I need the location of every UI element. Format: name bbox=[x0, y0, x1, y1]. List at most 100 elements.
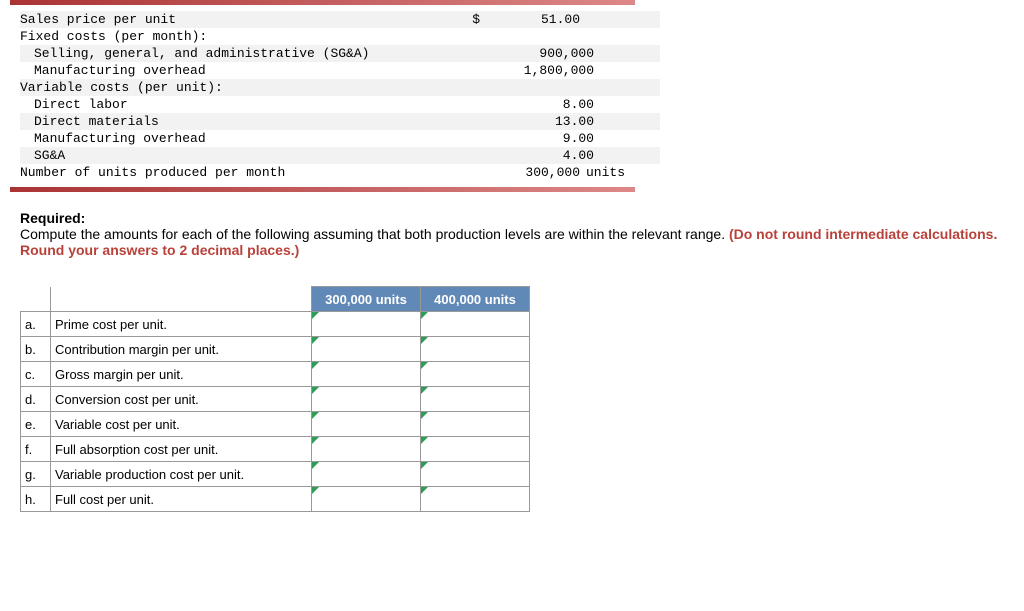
currency-symbol bbox=[474, 45, 494, 62]
currency-symbol bbox=[460, 28, 480, 45]
editable-flag-icon bbox=[312, 387, 319, 394]
answer-input-cell[interactable] bbox=[312, 362, 421, 387]
editable-flag-icon bbox=[421, 362, 428, 369]
data-row-suffix bbox=[580, 79, 646, 96]
data-row-value bbox=[480, 79, 580, 96]
row-label: Variable production cost per unit. bbox=[51, 462, 312, 487]
row-index: b. bbox=[21, 337, 51, 362]
editable-flag-icon bbox=[312, 362, 319, 369]
data-row-label: Manufacturing overhead bbox=[20, 62, 474, 79]
answer-input-cell[interactable] bbox=[421, 412, 530, 437]
answer-input-cell[interactable] bbox=[312, 487, 421, 512]
row-index: g. bbox=[21, 462, 51, 487]
data-row-suffix bbox=[594, 96, 660, 113]
editable-flag-icon bbox=[312, 312, 319, 319]
answer-input-cell[interactable] bbox=[421, 462, 530, 487]
currency-symbol bbox=[474, 62, 494, 79]
row-index: d. bbox=[21, 387, 51, 412]
data-row: Manufacturing overhead 1,800,000 bbox=[20, 62, 660, 79]
currency-symbol bbox=[474, 113, 494, 130]
data-row: Sales price per unit$51.00 bbox=[20, 11, 660, 28]
row-label: Variable cost per unit. bbox=[51, 412, 312, 437]
answer-header-blank bbox=[21, 287, 51, 312]
data-row-suffix bbox=[594, 147, 660, 164]
table-row: a.Prime cost per unit. bbox=[21, 312, 530, 337]
table-row: d.Conversion cost per unit. bbox=[21, 387, 530, 412]
data-row-value: 1,800,000 bbox=[494, 62, 594, 79]
data-row-suffix bbox=[594, 130, 660, 147]
answer-input-cell[interactable] bbox=[312, 337, 421, 362]
data-row-value: 4.00 bbox=[494, 147, 594, 164]
answer-header-300k: 300,000 units bbox=[312, 287, 421, 312]
data-row-value: 51.00 bbox=[480, 11, 580, 28]
row-index: f. bbox=[21, 437, 51, 462]
answer-table: 300,000 units 400,000 units a.Prime cost… bbox=[20, 286, 530, 512]
data-row-label: SG&A bbox=[20, 147, 474, 164]
answer-input-cell[interactable] bbox=[312, 387, 421, 412]
currency-symbol: $ bbox=[460, 11, 480, 28]
editable-flag-icon bbox=[312, 337, 319, 344]
editable-flag-icon bbox=[312, 437, 319, 444]
table-row: g.Variable production cost per unit. bbox=[21, 462, 530, 487]
row-label: Prime cost per unit. bbox=[51, 312, 312, 337]
answer-input-cell[interactable] bbox=[421, 362, 530, 387]
answer-header-400k: 400,000 units bbox=[421, 287, 530, 312]
data-row-value: 8.00 bbox=[494, 96, 594, 113]
data-row-suffix bbox=[580, 28, 646, 45]
answer-input-cell[interactable] bbox=[421, 437, 530, 462]
section-divider-top bbox=[10, 0, 635, 5]
table-row: h.Full cost per unit. bbox=[21, 487, 530, 512]
data-row: Selling, general, and administrative (SG… bbox=[20, 45, 660, 62]
row-label: Conversion cost per unit. bbox=[51, 387, 312, 412]
data-row-suffix bbox=[594, 113, 660, 130]
table-row: b.Contribution margin per unit. bbox=[21, 337, 530, 362]
currency-symbol bbox=[460, 79, 480, 96]
data-row-label: Selling, general, and administrative (SG… bbox=[20, 45, 474, 62]
required-instructions: Required: Compute the amounts for each o… bbox=[0, 210, 1024, 258]
data-row: Variable costs (per unit): bbox=[20, 79, 660, 96]
data-row-value: 300,000 bbox=[480, 164, 580, 181]
page-container: Sales price per unit$51.00Fixed costs (p… bbox=[0, 0, 1024, 512]
editable-flag-icon bbox=[312, 412, 319, 419]
data-row: SG&A 4.00 bbox=[20, 147, 660, 164]
required-text-main: Compute the amounts for each of the foll… bbox=[20, 226, 729, 242]
data-row-label: Direct labor bbox=[20, 96, 474, 113]
data-row-suffix: units bbox=[580, 164, 646, 181]
data-row: Fixed costs (per month): bbox=[20, 28, 660, 45]
answer-input-cell[interactable] bbox=[312, 412, 421, 437]
currency-symbol bbox=[460, 164, 480, 181]
data-row-label: Fixed costs (per month): bbox=[20, 28, 460, 45]
table-row: e.Variable cost per unit. bbox=[21, 412, 530, 437]
table-row: f.Full absorption cost per unit. bbox=[21, 437, 530, 462]
data-row-suffix bbox=[580, 11, 646, 28]
data-row-value bbox=[480, 28, 580, 45]
data-row-label: Manufacturing overhead bbox=[20, 130, 474, 147]
row-index: a. bbox=[21, 312, 51, 337]
answer-input-cell[interactable] bbox=[421, 312, 530, 337]
editable-flag-icon bbox=[421, 387, 428, 394]
answer-input-cell[interactable] bbox=[421, 337, 530, 362]
editable-flag-icon bbox=[421, 312, 428, 319]
data-row-suffix bbox=[594, 62, 660, 79]
data-row-value: 13.00 bbox=[494, 113, 594, 130]
data-row: Manufacturing overhead9.00 bbox=[20, 130, 660, 147]
answer-input-cell[interactable] bbox=[421, 387, 530, 412]
required-heading: Required: bbox=[20, 210, 85, 226]
answer-header-blank bbox=[51, 287, 312, 312]
editable-flag-icon bbox=[312, 487, 319, 494]
currency-symbol bbox=[474, 147, 494, 164]
data-row-label: Direct materials bbox=[20, 113, 474, 130]
row-label: Gross margin per unit. bbox=[51, 362, 312, 387]
row-label: Full absorption cost per unit. bbox=[51, 437, 312, 462]
answer-input-cell[interactable] bbox=[312, 437, 421, 462]
currency-symbol bbox=[474, 96, 494, 113]
editable-flag-icon bbox=[421, 487, 428, 494]
cost-data-table: Sales price per unit$51.00Fixed costs (p… bbox=[0, 7, 660, 185]
table-row: c.Gross margin per unit. bbox=[21, 362, 530, 387]
answer-input-cell[interactable] bbox=[312, 312, 421, 337]
answer-input-cell[interactable] bbox=[312, 462, 421, 487]
answer-input-cell[interactable] bbox=[421, 487, 530, 512]
data-row: Direct materials 13.00 bbox=[20, 113, 660, 130]
currency-symbol bbox=[474, 130, 494, 147]
data-row: Number of units produced per month300,00… bbox=[20, 164, 660, 181]
